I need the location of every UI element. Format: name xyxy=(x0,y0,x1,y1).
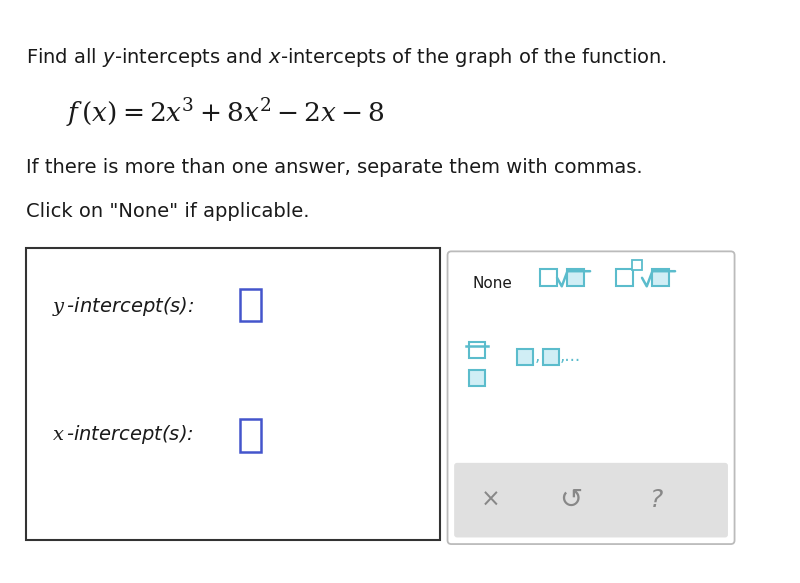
Text: ,: , xyxy=(534,347,540,365)
Bar xyxy=(518,349,534,365)
Bar xyxy=(240,419,261,452)
Text: ×: × xyxy=(481,488,501,512)
Bar xyxy=(653,269,670,286)
Text: None: None xyxy=(472,276,512,291)
Bar xyxy=(543,349,559,365)
Text: $x\,$-intercept(s):: $x\,$-intercept(s): xyxy=(52,423,194,446)
Text: $y\,$-intercept(s):: $y\,$-intercept(s): xyxy=(52,294,194,318)
Bar xyxy=(240,289,261,321)
Bar xyxy=(26,248,440,540)
Text: ↺: ↺ xyxy=(559,486,583,514)
Text: If there is more than one answer, separate them with commas.: If there is more than one answer, separa… xyxy=(26,158,643,177)
FancyBboxPatch shape xyxy=(454,463,728,538)
Bar xyxy=(632,260,642,271)
Text: $f\,(x)=2x^3+8x^2-2x-8$: $f\,(x)=2x^3+8x^2-2x-8$ xyxy=(66,97,385,130)
Bar xyxy=(470,342,486,358)
Bar xyxy=(540,269,557,286)
Text: ,...: ,... xyxy=(560,347,581,365)
Bar xyxy=(567,269,585,286)
Text: ?: ? xyxy=(650,488,663,512)
Text: Click on "None" if applicable.: Click on "None" if applicable. xyxy=(26,202,310,222)
FancyBboxPatch shape xyxy=(447,251,734,544)
Bar xyxy=(470,370,486,387)
Bar xyxy=(615,269,633,286)
Text: Find all $y$-intercepts and $x$-intercepts of the graph of the function.: Find all $y$-intercepts and $x$-intercep… xyxy=(26,47,667,69)
